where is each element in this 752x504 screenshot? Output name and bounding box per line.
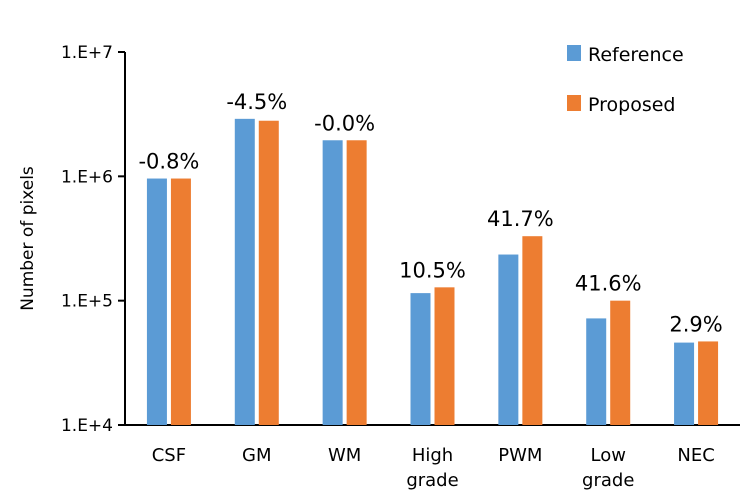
legend-swatch-reference	[567, 45, 581, 61]
x-tick-label: PWM	[498, 445, 542, 466]
x-tick-label-line: GM	[242, 445, 271, 466]
data-label: -0.8%	[138, 150, 199, 174]
bar-proposed-1	[258, 120, 279, 425]
bars	[146, 118, 719, 425]
data-label: -4.5%	[226, 90, 287, 114]
data-label: 10.5%	[399, 258, 466, 282]
x-tick-label-line: High	[412, 445, 453, 466]
x-tick-label: WM	[328, 445, 361, 466]
bar-reference-1	[234, 118, 255, 425]
y-axis-title: Number of pixels	[18, 166, 38, 311]
bar-proposed-4	[522, 236, 543, 425]
bar-reference-2	[322, 140, 343, 425]
bar-proposed-5	[610, 300, 631, 425]
axes: 1.E+4 1.E+5 1.E+6 1.E+7	[61, 43, 740, 436]
data-label: 2.9%	[669, 312, 722, 336]
data-labels: -0.8% -4.5% -0.0% 10.5% 41.7% 41.6% 2.9%	[138, 90, 722, 337]
legend-swatch-proposed	[567, 95, 581, 111]
x-tick-label-line: grade	[406, 470, 458, 491]
y-axis-title-group: Number of pixels	[18, 166, 38, 311]
data-label: 41.7%	[487, 207, 554, 231]
bar-reference-4	[498, 254, 519, 425]
y-tick-label: 1.E+4	[61, 416, 113, 436]
x-tick-label-line: PWM	[498, 445, 542, 466]
bar-reference-3	[410, 293, 431, 425]
y-tick-label: 1.E+7	[61, 43, 113, 63]
bar-reference-5	[586, 318, 607, 425]
bar-proposed-2	[346, 140, 367, 425]
legend: Reference Proposed	[567, 44, 684, 116]
bar-proposed-3	[434, 287, 455, 425]
bar-proposed-0	[170, 178, 191, 425]
y-tick-label: 1.E+5	[61, 292, 113, 312]
x-tick-label: NEC	[677, 445, 714, 466]
bar-proposed-6	[698, 341, 719, 425]
x-tick-label-line: WM	[328, 445, 361, 466]
x-tick-label: CSF	[152, 445, 186, 466]
legend-label-reference: Reference	[588, 44, 684, 66]
legend-label-proposed: Proposed	[588, 94, 675, 116]
x-tick-label: High grade	[406, 445, 458, 491]
x-tick-label: Low grade	[582, 445, 634, 491]
data-label: 41.6%	[575, 272, 642, 296]
y-tick-label: 1.E+6	[61, 167, 113, 187]
bar-reference-6	[674, 342, 695, 425]
x-axis-labels: CSF GM WM High grade PWM Low grade NEC	[152, 445, 715, 491]
x-tick-label-line: NEC	[677, 445, 714, 466]
x-tick-label: GM	[242, 445, 271, 466]
data-label: -0.0%	[314, 111, 375, 135]
x-tick-label-line: Low	[590, 445, 625, 466]
x-tick-label-line: CSF	[152, 445, 186, 466]
x-tick-label-line: grade	[582, 470, 634, 491]
bar-reference-0	[146, 178, 167, 425]
